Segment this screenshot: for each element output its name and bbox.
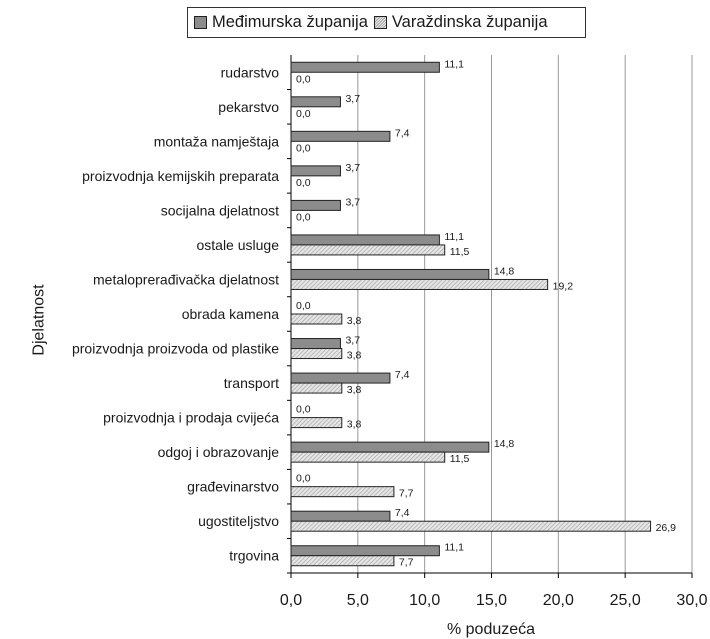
data-label-medimurska: 11,1 [444, 542, 464, 554]
y-tick-label: pekarstvo [218, 99, 279, 115]
x-tick-label: 25,0 [610, 592, 641, 609]
y-tick-label: socijalna djelatnost [161, 202, 279, 218]
bar-medimurska [290, 338, 341, 350]
legend-label-varazdinska: Varaždinska županija [391, 13, 548, 31]
data-label-medimurska: 14,8 [494, 438, 515, 450]
bar-medimurska [290, 441, 490, 453]
x-tick-label: 30,0 [676, 592, 707, 609]
y-tick-label: ostale usluge [196, 237, 279, 253]
data-label-varazdinska: 11,5 [450, 246, 470, 258]
y-tick-label: metaloprerađivačka djelatnost [93, 271, 279, 287]
data-label-varazdinska: 3,8 [347, 384, 362, 396]
legend-swatch-medimurska [194, 16, 207, 29]
data-label-varazdinska: 3,8 [347, 419, 362, 431]
data-label-varazdinska: 0,0 [296, 142, 311, 154]
bar-varazdinska [290, 486, 395, 498]
data-label-varazdinska: 0,0 [296, 108, 311, 120]
data-label-varazdinska: 11,5 [450, 453, 470, 465]
data-label-varazdinska: 3,8 [347, 315, 362, 327]
x-tick-label: 10,0 [409, 592, 440, 609]
bar-medimurska [290, 61, 440, 73]
bar-varazdinska [290, 451, 446, 463]
data-label-medimurska: 11,1 [444, 58, 464, 70]
legend-swatch-varazdinska [373, 16, 387, 29]
data-label-varazdinska: 0,0 [296, 177, 311, 189]
bar-varazdinska [290, 244, 446, 256]
data-label-varazdinska: 7,7 [399, 557, 414, 569]
data-label-varazdinska: 0,0 [296, 73, 311, 85]
data-label-varazdinska: 19,2 [553, 280, 574, 292]
legend: Međimurska županija Varaždinska županija [187, 7, 586, 38]
y-tick-label: proizvodnja i prodaja cvijeća [103, 410, 279, 426]
bar-medimurska [290, 510, 391, 522]
bar-medimurska [290, 372, 391, 384]
y-tick-label: ugostiteljstvo [198, 513, 279, 529]
data-label-medimurska: 3,7 [345, 196, 360, 208]
y-tick-label: proizvodnja proizvoda od plastike [72, 341, 279, 357]
legend-item-varazdinska: Varaždinska županija [373, 13, 548, 32]
data-label-medimurska: 0,0 [296, 473, 311, 485]
y-tick-label: rudarstvo [221, 64, 280, 80]
data-label-varazdinska: 26,9 [656, 522, 677, 534]
legend-label-medimurska: Međimurska županija [212, 13, 368, 31]
y-tick-label: transport [224, 375, 279, 391]
bar-varazdinska [290, 417, 343, 429]
y-axis-title: Djelatnost [30, 284, 48, 356]
bar-varazdinska [290, 555, 395, 567]
y-tick-label: proizvodnja kemijskih preparata [82, 168, 279, 184]
data-label-medimurska: 0,0 [296, 300, 311, 312]
bar-varazdinska [290, 313, 343, 325]
bar-medimurska [290, 165, 341, 177]
x-axis-title: % poduzeća [446, 621, 536, 638]
x-tick-label: 5,0 [347, 592, 369, 609]
x-tick-label: 15,0 [476, 592, 507, 609]
data-label-medimurska: 0,0 [296, 404, 311, 416]
bar-medimurska [290, 234, 440, 246]
y-tick-label: trgovina [229, 548, 279, 564]
x-tick-label: 20,0 [543, 592, 574, 609]
data-label-varazdinska: 0,0 [296, 211, 311, 223]
legend-item-medimurska: Međimurska županija [194, 13, 368, 32]
bar-medimurska [290, 199, 341, 211]
data-label-medimurska: 3,7 [345, 93, 360, 105]
bar-varazdinska [290, 520, 652, 532]
bar-medimurska [290, 545, 440, 557]
bar-varazdinska [290, 348, 343, 360]
data-label-medimurska: 14,8 [494, 265, 515, 277]
data-label-medimurska: 7,4 [395, 507, 410, 519]
data-label-medimurska: 3,7 [345, 335, 360, 347]
y-tick-label: montaža namještaja [154, 133, 280, 149]
bar-medimurska [290, 130, 391, 142]
data-label-varazdinska: 3,8 [347, 350, 362, 362]
bar-medimurska [290, 268, 490, 280]
bar-varazdinska [290, 382, 343, 394]
y-tick-label: obrada kamena [182, 306, 280, 322]
y-tick-label: odgoj i obrazovanje [158, 444, 280, 460]
data-label-medimurska: 7,4 [395, 369, 410, 381]
bar-varazdinska [290, 278, 549, 290]
x-tick-label: 0,0 [280, 592, 302, 609]
data-label-medimurska: 7,4 [395, 127, 410, 139]
bar-medimurska [290, 96, 341, 108]
y-tick-label: građevinarstvo [187, 479, 279, 495]
data-label-medimurska: 11,1 [444, 231, 464, 243]
data-label-varazdinska: 7,7 [399, 488, 414, 500]
data-label-medimurska: 3,7 [345, 162, 360, 174]
